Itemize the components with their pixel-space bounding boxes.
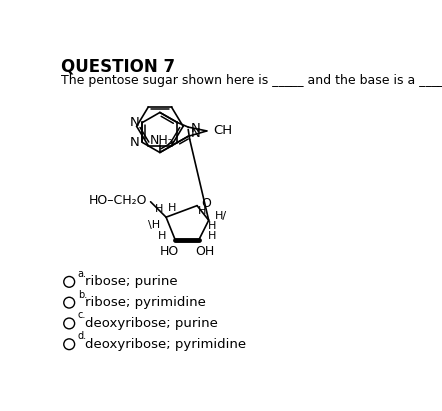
- Text: OH: OH: [195, 245, 214, 258]
- Text: H/: H/: [215, 211, 227, 222]
- Text: c.: c.: [78, 310, 86, 320]
- Text: b.: b.: [78, 290, 87, 300]
- Text: H: H: [198, 206, 207, 216]
- Text: N: N: [130, 116, 139, 129]
- Text: H: H: [155, 205, 163, 215]
- Text: ribose; purine: ribose; purine: [85, 275, 178, 289]
- Text: a.: a.: [78, 269, 87, 279]
- Text: H: H: [168, 203, 176, 213]
- Text: NH₂: NH₂: [149, 134, 173, 147]
- Text: HO–CH₂O: HO–CH₂O: [89, 194, 148, 207]
- Text: H: H: [208, 231, 216, 241]
- Text: CH: CH: [213, 125, 232, 137]
- Text: deoxyribose; pyrimidine: deoxyribose; pyrimidine: [85, 338, 247, 351]
- Text: The pentose sugar shown here is _____ and the base is a _____.: The pentose sugar shown here is _____ an…: [61, 74, 442, 87]
- Text: N: N: [130, 136, 139, 149]
- Text: ribose; pyrimidine: ribose; pyrimidine: [85, 296, 206, 309]
- Text: N: N: [191, 122, 200, 135]
- Text: QUESTION 7: QUESTION 7: [61, 57, 175, 75]
- Text: d.: d.: [78, 331, 87, 341]
- Text: H: H: [208, 222, 216, 231]
- Text: O: O: [201, 197, 211, 210]
- Text: H: H: [158, 231, 166, 241]
- Text: deoxyribose; purine: deoxyribose; purine: [85, 317, 218, 330]
- Text: N: N: [191, 127, 200, 140]
- Text: \H: \H: [148, 220, 160, 230]
- Text: HO: HO: [160, 245, 179, 258]
